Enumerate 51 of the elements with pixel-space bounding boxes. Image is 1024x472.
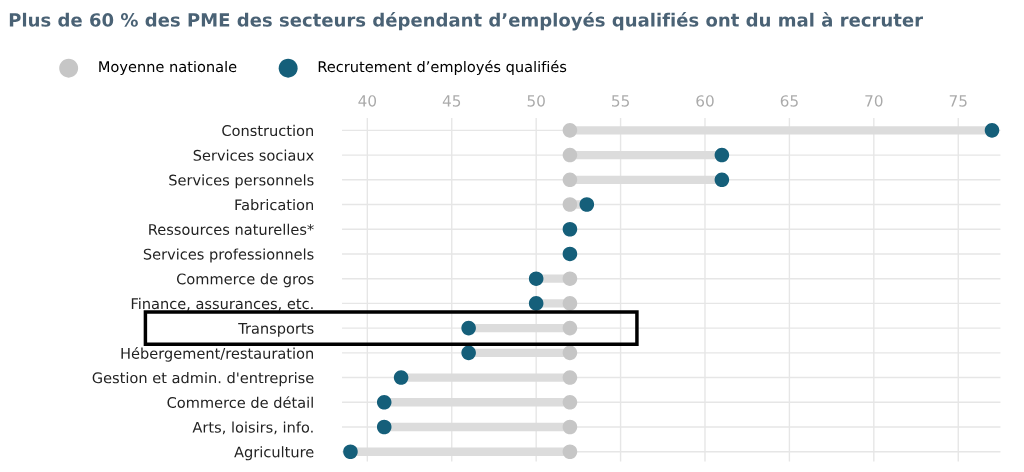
y-tick-label: Arts, loisirs, info. <box>192 421 313 435</box>
point <box>562 419 578 435</box>
y-tick-label: Gestion et admin. d'entreprise <box>92 372 314 387</box>
point <box>562 345 578 361</box>
point <box>343 444 358 460</box>
x-tick-label: 75 <box>949 95 967 107</box>
y-tick-label: Hébergement/restauration <box>121 347 313 362</box>
x-tick-label: 55 <box>612 95 629 107</box>
y-tick-label: Services professionnels <box>143 248 314 263</box>
point <box>562 320 578 336</box>
point <box>528 296 544 311</box>
x-tick-label: 65 <box>780 95 798 107</box>
x-tick-label: 70 <box>865 95 883 107</box>
point <box>714 147 730 163</box>
point <box>562 444 578 460</box>
point <box>461 320 476 336</box>
x-tick-label: 50 <box>527 95 545 107</box>
point <box>714 172 730 188</box>
point <box>562 271 578 286</box>
y-tick-label: Commerce de gros <box>176 273 314 288</box>
point <box>376 419 392 435</box>
y-tick-label: Services sociaux <box>193 149 314 161</box>
y-tick-label: Construction <box>222 124 313 137</box>
point <box>562 395 578 410</box>
x-tick-label: 40 <box>358 95 377 107</box>
y-tick-label: Finance, assurances, etc. <box>131 297 313 311</box>
x-tick-label: 60 <box>696 95 714 107</box>
chart-title: Plus de 60 % des PME des secteurs dépendant d’employés qualifiés ont du mal à recruter <box>9 12 924 31</box>
point <box>562 296 578 311</box>
point <box>562 172 578 188</box>
point <box>562 123 578 138</box>
point <box>562 370 578 385</box>
point <box>376 395 392 410</box>
point <box>393 370 409 385</box>
point <box>562 197 578 212</box>
point <box>461 345 476 361</box>
x-tick-label: 45 <box>442 95 461 107</box>
point <box>984 123 1000 138</box>
point <box>562 246 578 262</box>
point <box>562 147 578 163</box>
y-tick-label: Agriculture <box>234 446 314 461</box>
y-tick-label: Commerce de détail <box>167 396 313 409</box>
point <box>562 221 578 237</box>
legend-label: Moyenne nationale <box>99 60 237 76</box>
legend-label: Recrutement d’employés qualifiés <box>318 60 567 76</box>
point <box>579 197 595 212</box>
y-tick-label: Transports <box>238 323 314 337</box>
y-tick-label: Services personnels <box>169 174 314 189</box>
y-tick-label: Ressources naturelles* <box>149 223 314 235</box>
point <box>528 271 544 286</box>
y-tick-label: Fabrication <box>235 198 313 211</box>
